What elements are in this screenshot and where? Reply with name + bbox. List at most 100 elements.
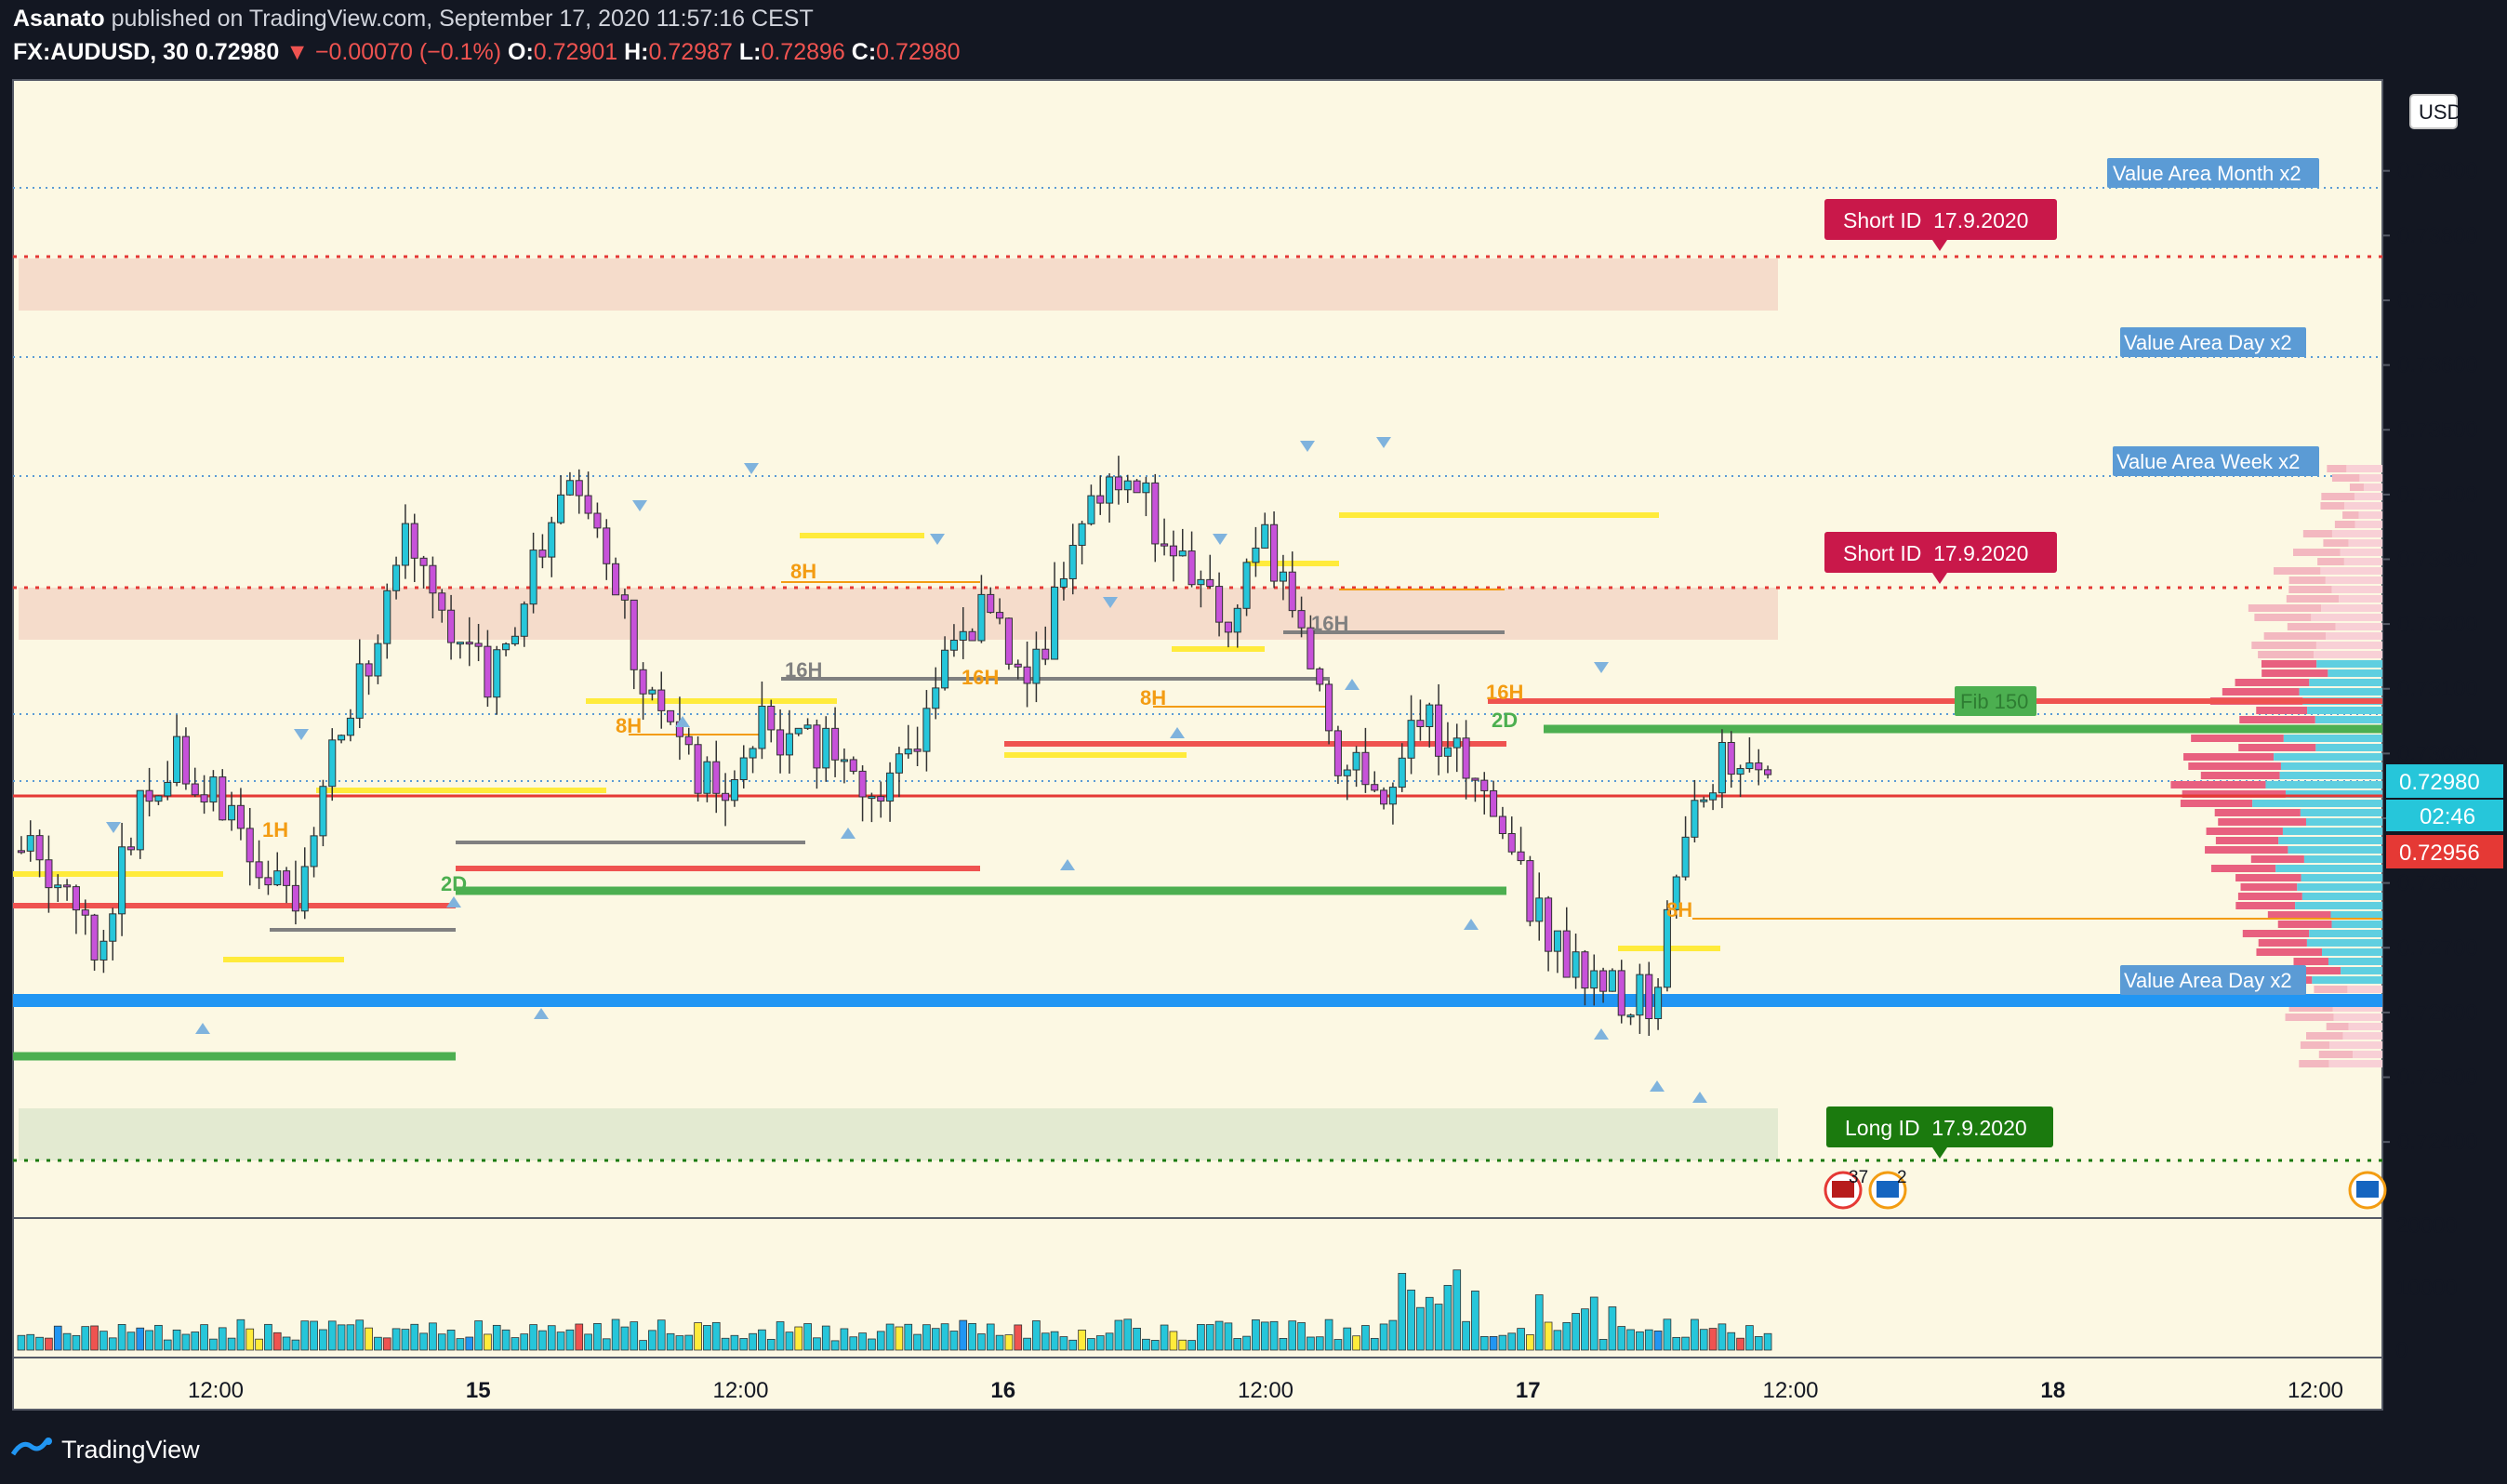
bear-candle[interactable] [1599,970,1608,992]
bull-candle[interactable] [164,781,172,797]
bull-candle[interactable] [1178,550,1187,557]
bear-candle[interactable] [1096,495,1105,504]
bull-candle[interactable] [99,940,108,961]
bull-candle[interactable] [1443,747,1452,757]
bull-candle[interactable] [118,846,126,915]
bear-candle[interactable] [722,792,730,802]
bull-candle[interactable] [565,480,574,496]
bull-candle[interactable] [209,776,218,803]
short-id-tag-2[interactable]: Short ID 17.9.2020 [1824,532,2057,584]
bear-candle[interactable] [1727,741,1735,775]
bull-candle[interactable] [1087,495,1095,524]
bear-candle[interactable] [1169,545,1177,557]
fib-tag[interactable] [1955,686,2036,716]
bear-candle[interactable] [1151,482,1160,545]
bull-candle[interactable] [228,804,236,821]
long-id-tag[interactable]: Long ID 17.9.2020 [1826,1106,2053,1159]
bear-candle[interactable] [987,593,995,614]
bear-candle[interactable] [1764,769,1772,775]
bear-candle[interactable] [1526,860,1534,922]
bull-candle[interactable] [886,772,895,802]
bull-candle[interactable] [1626,1014,1635,1018]
short-id-tag-1[interactable]: Short ID 17.9.2020 [1824,199,2057,251]
bear-candle[interactable] [667,709,675,722]
bull-candle[interactable] [1352,751,1360,771]
bull-candle[interactable] [1242,562,1251,609]
bear-candle[interactable] [612,563,620,596]
bear-candle[interactable] [236,804,245,829]
bull-candle[interactable] [1407,720,1415,759]
bear-candle[interactable] [191,783,199,796]
bear-candle[interactable] [831,727,840,761]
bear-candle[interactable] [1187,550,1196,586]
bear-candle[interactable] [1371,784,1379,791]
bull-candle[interactable] [1051,586,1059,660]
bull-candle[interactable] [1123,480,1132,491]
bull-candle[interactable] [338,735,346,741]
bear-candle[interactable] [447,609,456,643]
bull-candle[interactable] [785,733,793,756]
bear-candle[interactable] [1023,666,1031,684]
bear-candle[interactable] [1361,751,1370,786]
bear-candle[interactable] [1316,668,1324,685]
bull-candle[interactable] [895,753,903,774]
bull-candle[interactable] [529,550,537,605]
bear-candle[interactable] [72,886,80,911]
bull-candle[interactable] [1636,974,1644,1016]
bear-candle[interactable] [1004,617,1013,665]
bear-candle[interactable] [630,599,638,670]
bull-candle[interactable] [328,739,337,788]
bear-candle[interactable] [438,592,446,611]
bull-candle[interactable] [273,870,282,886]
bear-candle[interactable] [575,480,583,497]
bear-candle[interactable] [776,729,785,756]
bear-candle[interactable] [81,909,89,916]
bull-candle[interactable] [1535,897,1544,922]
bear-candle[interactable] [145,789,153,802]
bear-candle[interactable] [1755,762,1763,771]
bull-candle[interactable] [557,494,565,523]
bear-candle[interactable] [639,669,647,695]
bear-candle[interactable] [1380,789,1388,805]
bear-candle[interactable] [291,884,299,912]
publisher-name[interactable]: Asanato [13,6,105,32]
bull-candle[interactable] [1452,737,1461,749]
bull-candle[interactable] [739,757,748,781]
bear-candle[interactable] [1014,663,1022,668]
bear-candle[interactable] [1480,779,1489,791]
bear-candle[interactable] [484,645,492,698]
bull-candle[interactable] [1059,577,1068,588]
bear-candle[interactable] [219,776,227,821]
bull-candle[interactable] [648,689,657,695]
bull-candle[interactable] [1343,769,1351,776]
bull-candle[interactable] [922,708,931,752]
bull-candle[interactable] [493,649,501,698]
bear-candle[interactable] [200,794,208,803]
bull-candle[interactable] [26,835,34,852]
bull-candle[interactable] [548,522,556,558]
bear-candle[interactable] [1517,851,1525,862]
bull-candle[interactable] [1700,799,1708,802]
va-week-tag[interactable] [2113,446,2319,476]
chart-canvas[interactable]: 1H 2D 8H 16H 8H 16H 8H 16H 16H 2D 8H Sho… [0,76,2507,1413]
bull-candle[interactable] [1261,523,1269,549]
bear-candle[interactable] [1206,578,1214,588]
bear-candle[interactable] [465,642,473,645]
bear-candle[interactable] [1562,930,1571,978]
bull-candle[interactable] [520,603,528,637]
bear-candle[interactable] [429,564,437,594]
bear-candle[interactable] [181,735,190,785]
bull-candle[interactable] [868,796,876,800]
bull-candle[interactable] [1233,607,1241,633]
bear-candle[interactable] [1307,627,1315,669]
bear-candle[interactable] [1161,543,1169,547]
tradingview-logo-icon[interactable] [11,1434,56,1460]
bear-candle[interactable] [712,761,721,794]
bear-candle[interactable] [45,859,53,889]
bear-candle[interactable] [1416,720,1425,727]
bear-candle[interactable] [684,735,693,746]
bear-candle[interactable] [1215,586,1224,623]
bear-candle[interactable] [1333,730,1342,776]
bull-candle[interactable] [1032,648,1041,684]
bull-candle[interactable] [703,761,711,794]
